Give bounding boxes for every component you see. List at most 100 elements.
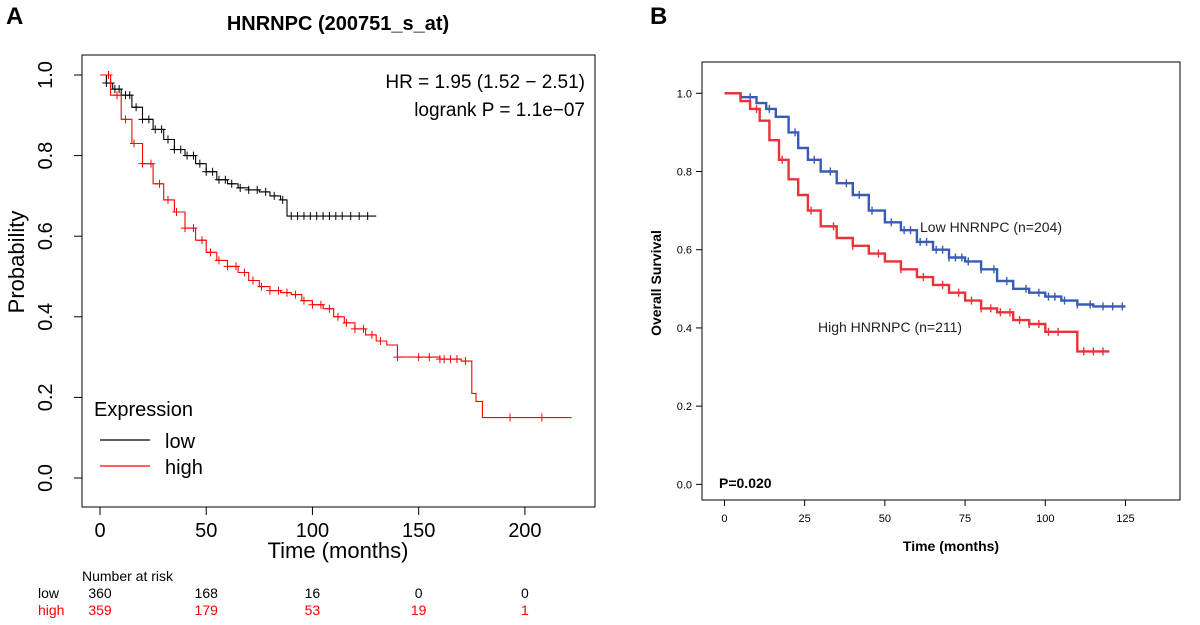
chart-b-plot-frame [701,61,1181,501]
chart-a-hr-annotation: HR = 1.95 (1.52 − 2.51) [385,72,585,93]
chart-a-ylabel: Probability [4,211,29,314]
censor-mark-low-22 [236,183,245,192]
censor-mark-high-30 [359,324,368,333]
b-x-tick-label-0: 0 [721,513,727,525]
b-y-tick-label-1: 0.2 [677,401,692,413]
censor-mark-high-26 [325,304,334,313]
censor-mark-high-25 [316,300,325,309]
censor-mark-high-34 [414,353,423,362]
legend-label-low: low [165,431,196,453]
b-km-curve-0 [724,92,1126,308]
censor-mark-high-24 [308,300,317,309]
b-x-tick-label-125: 125 [1116,513,1134,525]
censor-mark-low-21 [227,179,236,188]
censor-mark-low-23 [244,185,253,194]
risk-value-high-0: 359 [88,602,112,618]
y-tick-label-4: 0.8 [35,142,57,170]
risk-table-title: Number at risk [82,568,174,584]
risk-value-low-100: 16 [305,585,321,601]
censor-mark-high-2 [121,115,130,124]
censor-mark-high-32 [376,336,385,345]
censor-mark-low-10 [157,125,166,134]
risk-value-high-50: 179 [195,602,219,618]
censor-mark-high-41 [506,413,515,422]
chart-a-title: HNRNPC (200751_s_at) [227,13,449,35]
censor-mark-high-1 [112,91,121,100]
censor-mark-high-8 [172,208,181,217]
panel-b: B 0 25 50 75 100 125 0.0 0.2 0.4 0.6 0.8 1.0 Low HN… [648,3,1181,554]
censor-mark-high-11 [197,236,206,245]
censor-mark-low-13 [176,145,185,154]
censor-mark-high-42 [537,413,546,422]
censor-mark-low-25 [261,187,270,196]
km-curve-high [100,74,572,419]
chart-b-ylabel: Overall Survival [648,230,664,336]
censor-mark-high-16 [240,268,249,277]
y-tick-label-2: 0.4 [35,303,57,331]
chart-a-legend-title: Expression [94,399,193,421]
b-km-curve-1 [724,92,1110,353]
censor-mark-high-12 [206,248,215,257]
risk-value-low-0: 360 [88,585,112,601]
censor-mark-low-24 [253,185,262,194]
chart-b-pvalue-annotation: P=0.020 [719,475,772,491]
chart-b-curves [724,92,1126,356]
censor-mark-high-10 [189,224,198,233]
chart-a-risk-table: Number at risk low 360 168 16 0 0 high 359 179 53… [38,568,529,618]
censor-mark-high-19 [265,286,274,295]
b-x-tick-label-50: 50 [879,513,891,525]
censor-mark-low-8 [144,115,153,124]
censor-mark-high-3 [129,139,138,148]
censor-mark-high-9 [180,224,189,233]
censor-mark-high-40 [461,357,470,366]
risk-value-high-100: 53 [305,602,321,618]
y-tick-label-3: 0.6 [35,222,57,250]
chart-b-low-label: Low HNRNPC (n=204) [920,219,1062,235]
risk-value-high-200: 1 [521,602,529,618]
censor-mark-low-37 [346,212,355,221]
b-x-tick-label-25: 25 [799,513,811,525]
censor-mark-high-23 [299,296,308,305]
chart-a-curves [100,71,572,422]
censor-mark-low-26 [270,191,279,200]
censor-mark-low-38 [355,212,364,221]
y-tick-label-5: 1.0 [35,61,57,89]
censor-mark-low-16 [195,159,204,168]
censor-mark-high-7 [163,195,172,204]
chart-b-xlabel: Time (months) [903,538,999,554]
censor-mark-high-0 [104,71,113,79]
risk-row-label-low: low [38,585,60,601]
chart-a-legend: Expression low high [94,399,203,479]
km-curve-low [100,74,377,217]
x-tick-label-50: 50 [195,520,217,542]
risk-value-high-150: 19 [411,602,427,618]
chart-b-high-label: High HNRNPC (n=211) [818,319,962,335]
x-tick-label-100: 100 [296,520,329,542]
risk-value-low-150: 0 [415,585,423,601]
censor-mark-high-20 [274,286,283,295]
risk-value-low-50: 168 [195,585,219,601]
censor-mark-high-17 [248,276,257,285]
censor-mark-high-22 [291,290,300,299]
y-tick-label-1: 0.2 [35,383,57,411]
panel-label-b: B [650,3,667,30]
censor-mark-low-39 [363,212,372,221]
censor-mark-high-14 [223,262,232,271]
chart-b-axes: 0 25 50 75 100 125 0.0 0.2 0.4 0.6 0.8 1.0 [677,88,1135,525]
risk-value-low-200: 0 [521,585,529,601]
censor-mark-high-5 [146,159,155,168]
chart-a-xlabel: Time (months) [268,538,409,563]
x-tick-label-0: 0 [94,520,105,542]
censor-mark-high-35 [425,353,434,362]
censor-mark-high-29 [350,324,359,333]
censor-mark-high-21 [282,288,291,297]
panel-label-a: A [6,3,23,30]
panel-a: A HNRNPC (200751_s_at) 0 50 100 150 2000.00.… [4,3,596,618]
censor-mark-low-5 [125,91,134,100]
b-y-tick-label-2: 0.4 [677,323,692,335]
censor-mark-high-6 [155,179,164,188]
censor-mark-high-28 [342,318,351,327]
censor-mark-low-27 [278,195,287,204]
